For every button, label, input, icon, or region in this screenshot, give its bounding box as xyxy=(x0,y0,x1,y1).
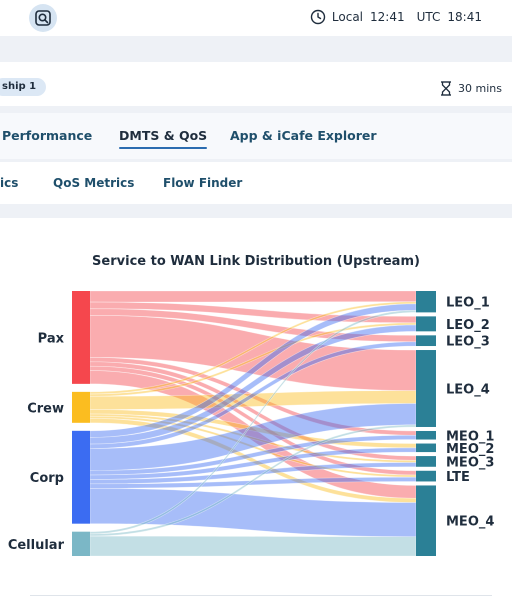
target-label-leo4: LEO_4 xyxy=(446,383,490,398)
tab-performance[interactable]: Performance xyxy=(2,128,93,143)
subtab-qos-metrics[interactable]: QoS Metrics xyxy=(53,176,135,190)
target-label-leo1: LEO_1 xyxy=(446,296,490,311)
target-label-meo3: MEO_3 xyxy=(446,455,494,470)
target-label-lte: LTE xyxy=(446,470,470,485)
duration-label: 30 mins xyxy=(458,82,502,95)
target-node-leo4[interactable] xyxy=(416,350,436,427)
utc-time-label: UTC xyxy=(416,10,441,24)
target-node-lte[interactable] xyxy=(416,470,436,482)
search-button[interactable] xyxy=(29,4,57,32)
sub-tabs: ics QoS Metrics Flow Finder xyxy=(0,162,512,204)
sankey-links xyxy=(89,290,417,557)
subtab-flow-finder[interactable]: Flow Finder xyxy=(163,176,243,190)
target-node-meo2[interactable] xyxy=(416,443,436,453)
target-node-leo1[interactable] xyxy=(416,291,436,313)
source-node-cellular[interactable] xyxy=(72,531,90,556)
target-node-meo1[interactable] xyxy=(416,430,436,440)
duration-selector[interactable]: 30 mins xyxy=(440,81,502,96)
local-time-label: Local xyxy=(331,10,364,24)
target-label-leo3: LEO_3 xyxy=(446,335,490,350)
sankey-link-corp-meo3[interactable] xyxy=(89,462,417,485)
target-label-meo4: MEO_4 xyxy=(446,515,494,530)
utc-time-value: 18:41 xyxy=(447,10,482,24)
target-node-meo4[interactable] xyxy=(416,485,436,556)
target-node-meo3[interactable] xyxy=(416,456,436,467)
divider xyxy=(30,595,492,596)
clock-readout: Local 12:41 UTC 18:41 xyxy=(310,9,482,25)
ship-chip[interactable]: ship 1 xyxy=(0,78,47,96)
tab-app-icafe-explorer[interactable]: App & iCafe Explorer xyxy=(230,128,377,143)
sankey-link-cellular-meo4[interactable] xyxy=(89,535,417,557)
tab-dmts-qos[interactable]: DMTS & QoS xyxy=(119,128,208,149)
target-node-leo2[interactable] xyxy=(416,316,436,332)
sankey-link-pax-leo1[interactable] xyxy=(89,290,417,303)
top-bar: Local 12:41 UTC 18:41 xyxy=(0,0,512,36)
main-tabs: Performance DMTS & QoS App & iCafe Explo… xyxy=(0,113,512,159)
sankey-link-cellular-leo4[interactable] xyxy=(89,424,417,537)
search-icon xyxy=(35,10,51,26)
hourglass-icon xyxy=(441,81,452,96)
sankey-link-corp-lte[interactable] xyxy=(89,476,417,489)
target-label-meo2: MEO_2 xyxy=(446,442,494,457)
source-label-crew: Crew xyxy=(27,401,64,416)
clock-icon xyxy=(310,9,326,25)
sankey-link-corp-leo3[interactable] xyxy=(89,341,417,449)
source-node-crew[interactable] xyxy=(72,391,90,423)
local-time-value: 12:41 xyxy=(370,10,405,24)
subtab-metrics[interactable]: ics xyxy=(0,176,19,190)
target-node-leo3[interactable] xyxy=(416,335,436,347)
source-label-corp: Corp xyxy=(30,471,64,486)
sankey-link-corp-meo2[interactable] xyxy=(89,447,417,480)
sankey-chart: Pax Crew Corp Cellular LEO_1 LEO_2 LEO_3 LEO_4 M… xyxy=(8,290,494,557)
chart-title: Service to WAN Link Distribution (Upstre… xyxy=(92,254,420,269)
filter-bar: ship 1 30 mins xyxy=(0,62,512,106)
source-label-cellular: Cellular xyxy=(8,538,65,553)
target-label-meo1: MEO_1 xyxy=(446,429,494,444)
sankey-card: Service to WAN Link Distribution (Upstre… xyxy=(0,218,512,600)
source-node-pax[interactable] xyxy=(72,291,90,384)
target-label-leo2: LEO_2 xyxy=(446,318,490,333)
source-label-pax: Pax xyxy=(38,331,65,346)
source-node-corp[interactable] xyxy=(72,430,90,524)
